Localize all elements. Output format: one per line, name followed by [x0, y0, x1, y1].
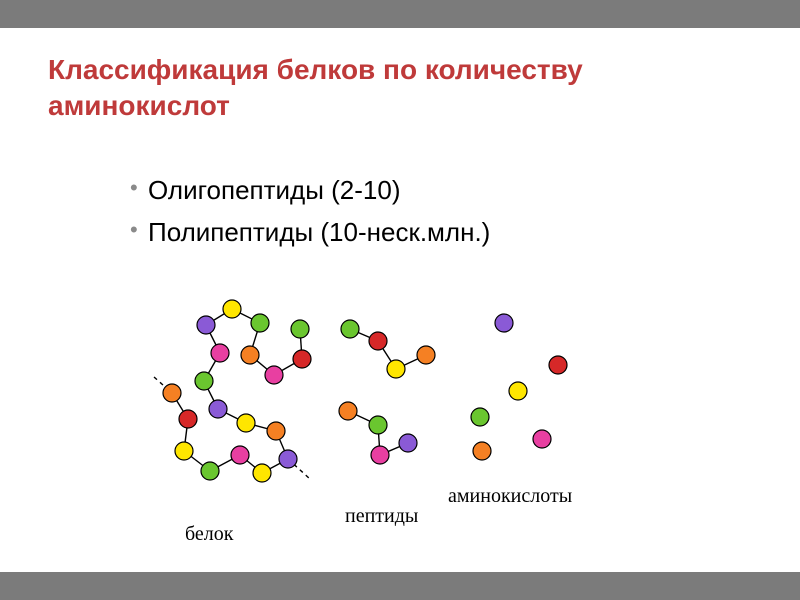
- peptide-diagram: белок пептиды аминокислоты: [150, 283, 602, 553]
- label-peptides: пептиды: [345, 505, 418, 528]
- bullet-list: Олигопептиды (2-10) Полипептиды (10-неск…: [90, 174, 730, 258]
- list-item: Полипептиды (10-неск.млн.): [130, 216, 730, 250]
- label-protein: белок: [185, 523, 234, 546]
- slide-title: Классификация белков по количеству амино…: [48, 52, 688, 124]
- slide: Классификация белков по количеству амино…: [0, 28, 800, 572]
- label-aminoacids: аминокислоты: [448, 485, 572, 508]
- list-item: Олигопептиды (2-10): [130, 174, 730, 208]
